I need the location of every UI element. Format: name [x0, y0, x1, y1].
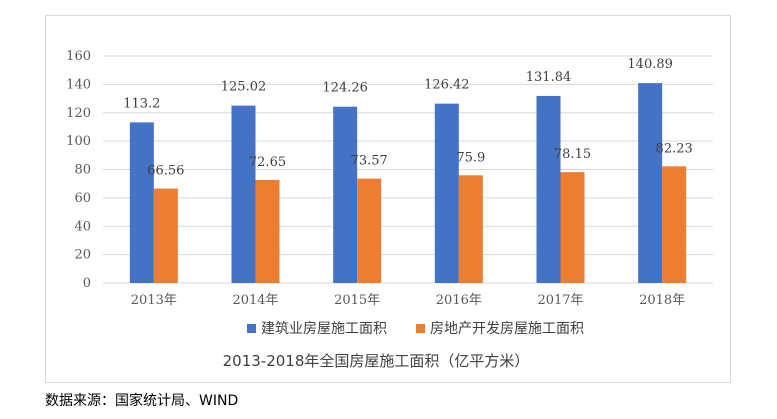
data-label-s1-4: 131.84 — [526, 70, 572, 85]
y-tick-label-6: 120 — [66, 106, 91, 121]
bar-s2-2 — [357, 178, 382, 283]
x-tick-label-2: 2015年 — [334, 293, 380, 308]
y-tick-label-7: 140 — [66, 77, 91, 92]
bar-s2-5 — [662, 166, 687, 283]
data-label-s1-3: 126.42 — [424, 78, 470, 93]
y-tick-label-5: 100 — [66, 134, 91, 149]
legend-label-2: 房地产开发房屋施工面积 — [430, 321, 584, 337]
chart-title: 2013-2018年全国房屋施工面积（亿平方米） — [223, 352, 530, 370]
chart-frame: 0 20 40 60 80 100 120 140 160 113.2 66.56 2013年 125.… — [45, 15, 731, 383]
data-label-s1-0: 113.2 — [123, 96, 160, 111]
y-tick-label-8: 160 — [66, 49, 91, 64]
data-label-s2-0: 66.56 — [147, 164, 184, 179]
data-label-s1-1: 125.02 — [221, 80, 267, 95]
bar-s1-3 — [434, 103, 459, 283]
data-label-s2-5: 82.23 — [656, 141, 693, 156]
y-tick-label-0: 0 — [83, 276, 91, 291]
legend-swatch-1 — [247, 324, 256, 333]
data-label-s2-4: 78.15 — [554, 147, 591, 162]
x-tick-label-3: 2016年 — [436, 293, 482, 308]
legend-swatch-2 — [416, 324, 425, 333]
x-tick-label-5: 2018年 — [639, 293, 685, 308]
data-label-s2-3: 75.9 — [456, 150, 485, 165]
x-tick-label-4: 2017年 — [537, 293, 583, 308]
x-tick-label-1: 2014年 — [232, 293, 278, 308]
y-tick-label-3: 60 — [74, 191, 91, 206]
bar-s1-1 — [231, 105, 256, 284]
data-label-s2-1: 72.65 — [249, 155, 286, 170]
data-label-s1-5: 140.89 — [627, 57, 673, 72]
bar-s1-0 — [129, 122, 154, 284]
data-label-s2-2: 73.57 — [351, 154, 388, 169]
bar-s2-4 — [560, 172, 585, 283]
data-label-s1-2: 124.26 — [322, 81, 368, 96]
bar-s1-5 — [638, 83, 663, 284]
bar-s2-0 — [153, 188, 178, 283]
bar-s2-1 — [255, 179, 280, 283]
y-tick-label-1: 20 — [74, 248, 91, 263]
source-note: 数据来源：国家统计局、WIND — [45, 393, 239, 409]
bar-s1-2 — [333, 106, 358, 284]
bar-s2-3 — [458, 175, 483, 283]
bar-chart: 0 20 40 60 80 100 120 140 160 113.2 66.56 2013年 125.… — [66, 49, 713, 370]
legend-label-1: 建筑业房屋施工面积 — [261, 321, 387, 337]
y-tick-label-4: 80 — [74, 163, 91, 178]
x-tick-label-0: 2013年 — [131, 293, 177, 308]
y-tick-label-2: 40 — [74, 219, 91, 234]
bar-s1-4 — [536, 95, 561, 284]
